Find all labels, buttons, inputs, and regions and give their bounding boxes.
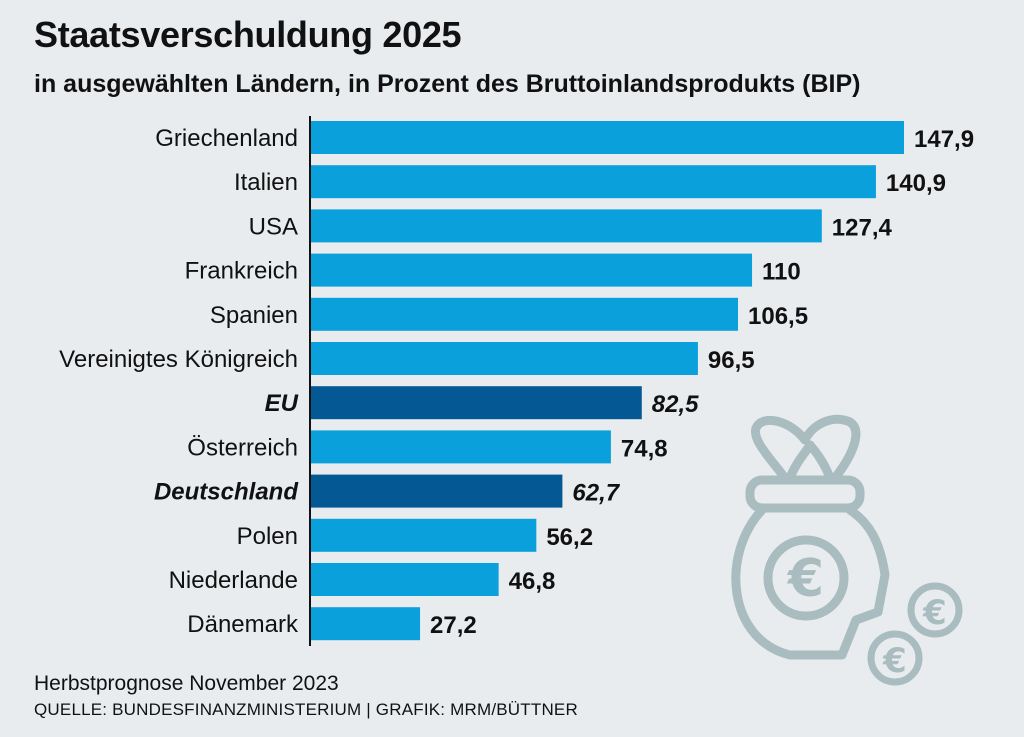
chart-title: Staatsverschuldung 2025 xyxy=(34,14,462,55)
bar-deutschland xyxy=(311,474,563,508)
bar-polen xyxy=(311,518,537,552)
svg-text:€: € xyxy=(922,593,947,633)
source-credit: QUELLE: BUNDESFINANZMINISTERIUM | GRAFIK… xyxy=(34,700,578,719)
bar-spanien xyxy=(311,297,739,331)
value-label-osterreich: 74,8 xyxy=(621,435,668,462)
value-label-deutschland: 62,7 xyxy=(572,480,620,507)
bar-osterreich xyxy=(311,430,611,464)
category-label-griechenland: Griechenland xyxy=(155,125,298,152)
value-label-griechenland: 147,9 xyxy=(914,126,974,153)
value-label-frankreich: 110 xyxy=(762,259,801,286)
forecast-note: Herbstprognose November 2023 xyxy=(34,672,339,695)
value-label-vereinigtes-konigreich: 96,5 xyxy=(708,347,755,374)
category-label-italien: Italien xyxy=(234,169,298,196)
value-label-danemark: 27,2 xyxy=(430,612,477,639)
svg-text:€: € xyxy=(882,641,907,681)
chart-subtitle: in ausgewählten Ländern, in Prozent des … xyxy=(34,70,861,98)
bar-griechenland xyxy=(311,121,904,154)
category-label-osterreich: Österreich xyxy=(187,434,298,461)
category-label-spanien: Spanien xyxy=(210,302,298,329)
value-label-niederlande: 46,8 xyxy=(509,568,556,595)
value-label-eu: 82,5 xyxy=(652,391,699,418)
bar-usa xyxy=(311,209,822,243)
value-label-italien: 140,9 xyxy=(886,170,946,197)
bar-niederlande xyxy=(311,563,499,596)
bar-italien xyxy=(311,165,876,199)
bar-eu xyxy=(311,386,642,420)
category-label-usa: USA xyxy=(249,213,298,240)
value-label-polen: 56,2 xyxy=(546,524,593,551)
bar-frankreich xyxy=(311,253,753,287)
category-label-danemark: Dänemark xyxy=(187,611,299,638)
category-label-frankreich: Frankreich xyxy=(185,258,298,285)
category-label-vereinigtes-konigreich: Vereinigtes Königreich xyxy=(59,346,298,373)
category-label-polen: Polen xyxy=(237,523,298,550)
value-label-spanien: 106,5 xyxy=(748,303,808,330)
bar-danemark xyxy=(311,607,421,641)
category-label-eu: EU xyxy=(265,390,299,417)
bar-vereinigtes-konigreich xyxy=(311,342,698,375)
category-label-deutschland: Deutschland xyxy=(154,479,299,506)
value-label-usa: 127,4 xyxy=(832,214,893,241)
category-label-niederlande: Niederlande xyxy=(169,567,298,594)
money-bag-icon: € € € xyxy=(731,414,963,686)
svg-text:€: € xyxy=(787,549,824,609)
